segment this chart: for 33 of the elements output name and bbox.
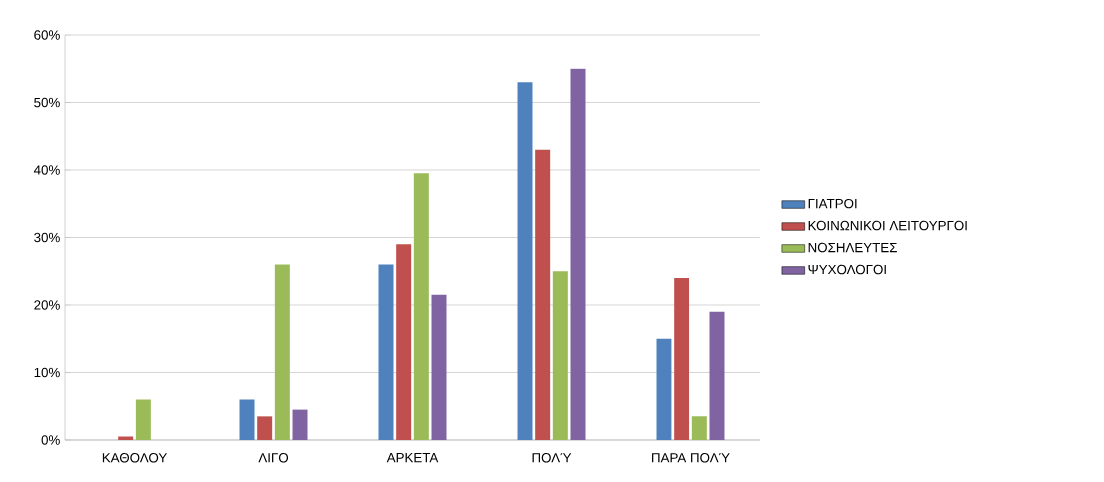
legend-label: ΝΟΣΗΛΕΥΤΕΣ <box>808 242 897 253</box>
y-tick-label: 30% <box>34 232 60 243</box>
y-tick-label: 10% <box>34 367 60 378</box>
y-tick-label: 40% <box>33 165 60 175</box>
y-tick-label: 0% <box>41 435 60 445</box>
legend-label: ΓΙΑΤΡΟΙ <box>808 198 857 209</box>
x-tick-label: ΚΑΘΟΛΟΥ <box>102 453 167 463</box>
y-tick-label: 50% <box>34 97 60 108</box>
y-tick-label: 60% <box>34 30 60 40</box>
bar <box>691 416 707 440</box>
bar <box>552 271 568 440</box>
bar <box>517 82 533 440</box>
bar <box>570 68 586 440</box>
bar <box>396 244 412 440</box>
bar <box>239 399 255 440</box>
bar <box>274 264 290 440</box>
x-tick-label: ΠΟΛΎ <box>532 453 572 463</box>
bar <box>257 416 273 440</box>
bar <box>674 277 690 440</box>
bar <box>535 149 551 440</box>
bar <box>292 409 308 440</box>
legend-label: ΚΟΙΝΩΝΙΚΟΙ ΛΕΙΤΟΥΡΓΟΙ <box>808 220 967 231</box>
y-tick-label: 20% <box>34 300 60 310</box>
x-tick-label: ΛΙΓΟ <box>258 453 289 463</box>
bar <box>431 294 447 440</box>
bar <box>656 338 672 440</box>
x-tick-label: ΑΡΚΕΤΑ <box>386 453 439 463</box>
legend-label: ΨΥΧΟΛΟΓΟΙ <box>808 264 886 275</box>
x-tick-label: ΠΑΡΑ ΠΟΛΎ <box>652 453 730 463</box>
bar <box>378 264 394 440</box>
bar <box>413 173 429 440</box>
bar <box>709 311 725 440</box>
bar <box>135 399 151 440</box>
